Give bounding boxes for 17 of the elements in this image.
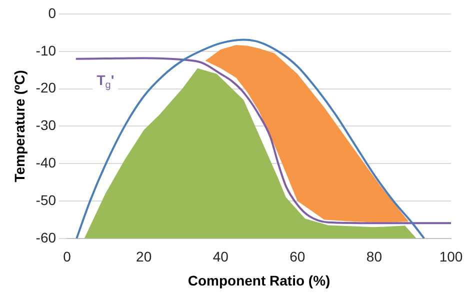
- x-axis-title: Component Ratio (%): [188, 272, 330, 288]
- y-tick-label: -50: [36, 192, 56, 208]
- x-tick-label: 0: [63, 248, 72, 265]
- line-series: [74, 57, 451, 224]
- y-tick-label: -30: [36, 117, 56, 134]
- x-tick-label: 80: [366, 248, 382, 265]
- y-tick-label: -10: [36, 42, 56, 58]
- y-tick-label: -20: [36, 80, 56, 96]
- y-tick-label: -60: [36, 229, 56, 246]
- x-tick-label: 100: [439, 248, 463, 265]
- y-axis-title: Temperature (ºC): [11, 70, 28, 182]
- x-tick-label: 20: [136, 248, 152, 265]
- line-series: [76, 38, 426, 238]
- y-tick-label: 0: [48, 4, 56, 21]
- x-tick-label: 60: [290, 248, 306, 265]
- x-tick-label: 40: [212, 248, 229, 265]
- y-tick-label: -40: [36, 154, 56, 170]
